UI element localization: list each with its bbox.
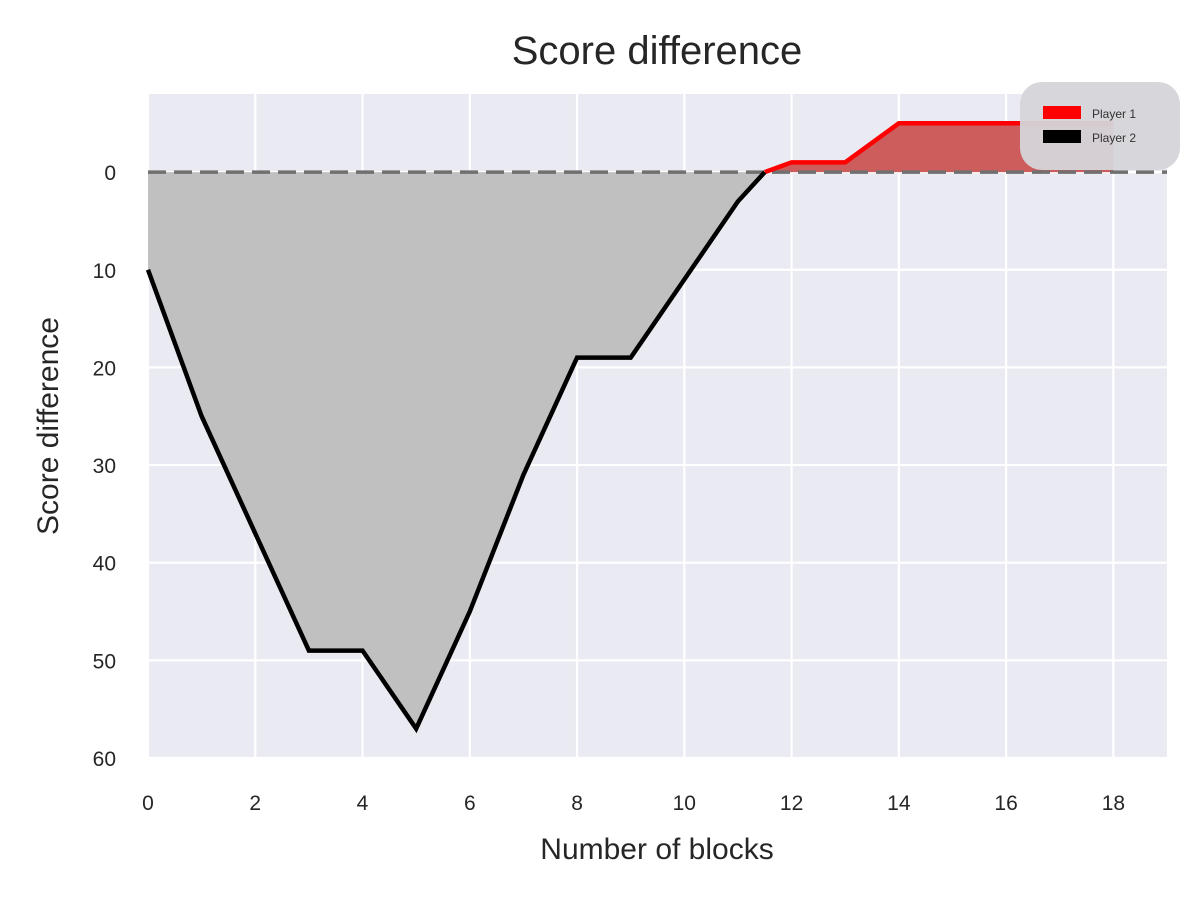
x-tick-label: 8 xyxy=(571,792,583,815)
y-tick-label: 60 xyxy=(93,748,116,771)
y-axis-label: Score difference xyxy=(32,317,65,535)
y-tick-label: 30 xyxy=(93,455,116,478)
x-tick-label: 10 xyxy=(673,792,696,815)
x-tick-label: 12 xyxy=(780,792,803,815)
chart-title: Score difference xyxy=(512,29,803,73)
x-axis-label: Number of blocks xyxy=(540,833,773,866)
y-tick-label: 40 xyxy=(93,553,116,576)
y-tick-label: 50 xyxy=(93,650,116,673)
legend-label-player-1: Player 1 xyxy=(1092,107,1136,121)
x-tick-label: 6 xyxy=(464,792,476,815)
y-tick-label: 0 xyxy=(104,162,116,185)
x-tick-label: 18 xyxy=(1102,792,1125,815)
x-tick-label: 0 xyxy=(142,792,154,815)
legend-swatch-player-1 xyxy=(1043,106,1081,119)
legend: Player 1 Player 2 xyxy=(1020,82,1180,170)
legend-box xyxy=(1020,82,1180,170)
legend-swatch-player-2 xyxy=(1043,130,1081,143)
x-tick-label: 4 xyxy=(357,792,369,815)
x-tick-label: 16 xyxy=(994,792,1017,815)
x-tick-label: 14 xyxy=(887,792,911,815)
x-tick-labels: 0 2 4 6 8 10 12 14 16 18 xyxy=(142,792,1125,815)
y-tick-label: 10 xyxy=(93,260,116,283)
x-tick-label: 2 xyxy=(249,792,261,815)
y-tick-labels: 0 10 20 30 40 50 60 xyxy=(93,162,116,771)
y-tick-label: 20 xyxy=(93,357,116,380)
legend-label-player-2: Player 2 xyxy=(1092,131,1136,145)
